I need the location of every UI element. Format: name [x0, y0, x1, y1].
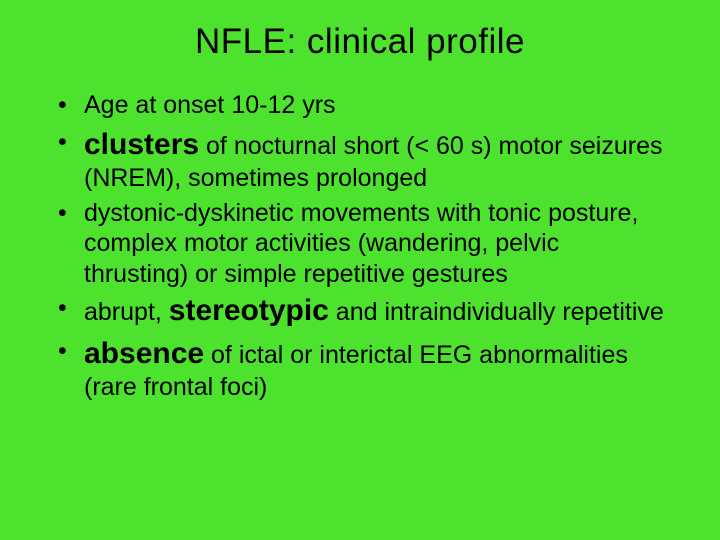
- list-item: dystonic-dyskinetic movements with tonic…: [54, 198, 666, 290]
- list-item: clusters of nocturnal short (< 60 s) mot…: [54, 127, 666, 194]
- list-item: absence of ictal or interictal EEG abnor…: [54, 336, 666, 403]
- bullet-text: abrupt,: [84, 298, 169, 326]
- bullet-bold: clusters: [84, 128, 199, 161]
- bullet-bold: stereotypic: [169, 294, 329, 327]
- slide-title: NFLE: clinical profile: [54, 22, 666, 62]
- list-item: Age at onset 10-12 yrs: [54, 90, 666, 121]
- bullet-bold: absence: [84, 337, 204, 370]
- bullet-text: dystonic-dyskinetic movements with tonic…: [84, 199, 638, 288]
- bullet-text: and intraindividually repetitive: [329, 298, 664, 326]
- list-item: abrupt, stereotypic and intraindividuall…: [54, 293, 666, 330]
- bullet-text: Age at onset 10-12 yrs: [84, 91, 336, 119]
- bullet-list: Age at onset 10-12 yrs clusters of noctu…: [54, 90, 666, 403]
- slide: NFLE: clinical profile Age at onset 10-1…: [0, 0, 720, 540]
